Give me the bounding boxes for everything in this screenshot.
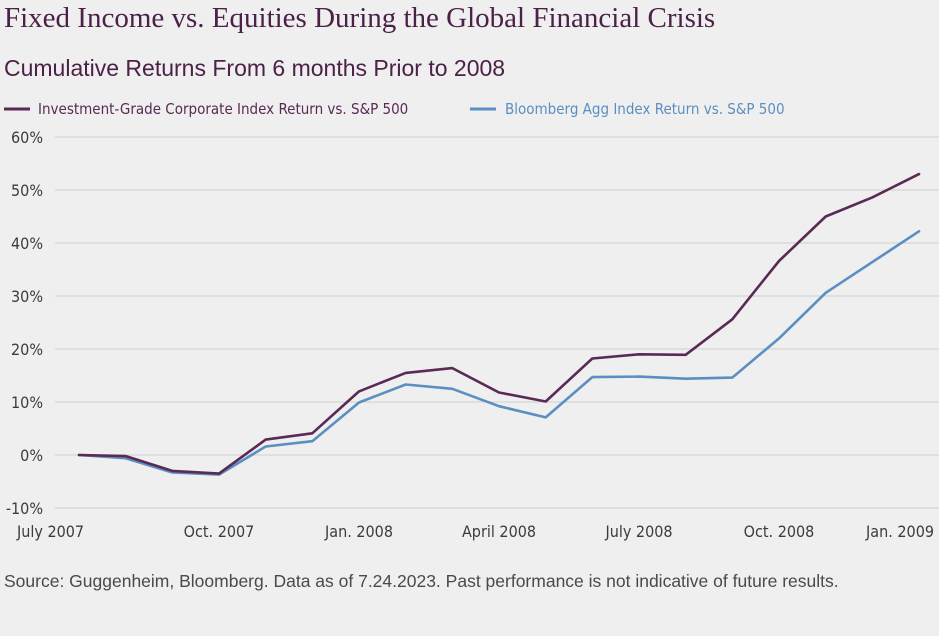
chart-subtitle: Cumulative Returns From 6 months Prior t… bbox=[4, 55, 506, 81]
y-tick-label: 40% bbox=[11, 234, 43, 253]
y-tick-label: 0% bbox=[20, 446, 43, 465]
y-tick-label: 60% bbox=[11, 128, 43, 147]
series-line bbox=[77, 230, 921, 476]
x-tick-label: Jan. 2008 bbox=[324, 522, 393, 541]
y-tick-label: 50% bbox=[11, 181, 43, 200]
y-tick-label: 10% bbox=[11, 393, 43, 412]
x-tick-label: April 2008 bbox=[462, 522, 536, 541]
series-lines bbox=[77, 172, 921, 476]
x-tick-label: Oct. 2008 bbox=[744, 522, 815, 541]
gridlines bbox=[55, 136, 939, 509]
chart-title: Fixed Income vs. Equities During the Glo… bbox=[4, 2, 716, 34]
x-tick-label: July 2007 bbox=[16, 522, 84, 541]
legend-label: Bloomberg Agg Index Return vs. S&P 500 bbox=[505, 100, 785, 118]
line-chart: 60% 50% 40% 30% 20% 10% 0% -10% July 2007 Oct. 2… bbox=[4, 100, 939, 541]
series-line bbox=[77, 172, 921, 475]
legend: Investment-Grade Corporate Index Return … bbox=[4, 100, 785, 118]
x-axis-tick-labels: July 2007 Oct. 2007 Jan. 2008 April 2008 Jul… bbox=[16, 522, 934, 541]
legend-label: Investment-Grade Corporate Index Return … bbox=[38, 100, 408, 118]
y-tick-label: 20% bbox=[11, 340, 43, 359]
source-note: Source: Guggenheim, Bloomberg. Data as o… bbox=[4, 571, 839, 591]
x-tick-label: Oct. 2007 bbox=[184, 522, 255, 541]
y-axis-tick-labels: 60% 50% 40% 30% 20% 10% 0% -10% bbox=[6, 128, 43, 518]
x-tick-label: July 2008 bbox=[604, 522, 672, 541]
x-tick-label: Jan. 2009 bbox=[865, 522, 934, 541]
y-tick-label: -10% bbox=[6, 499, 43, 518]
y-tick-label: 30% bbox=[11, 287, 43, 306]
